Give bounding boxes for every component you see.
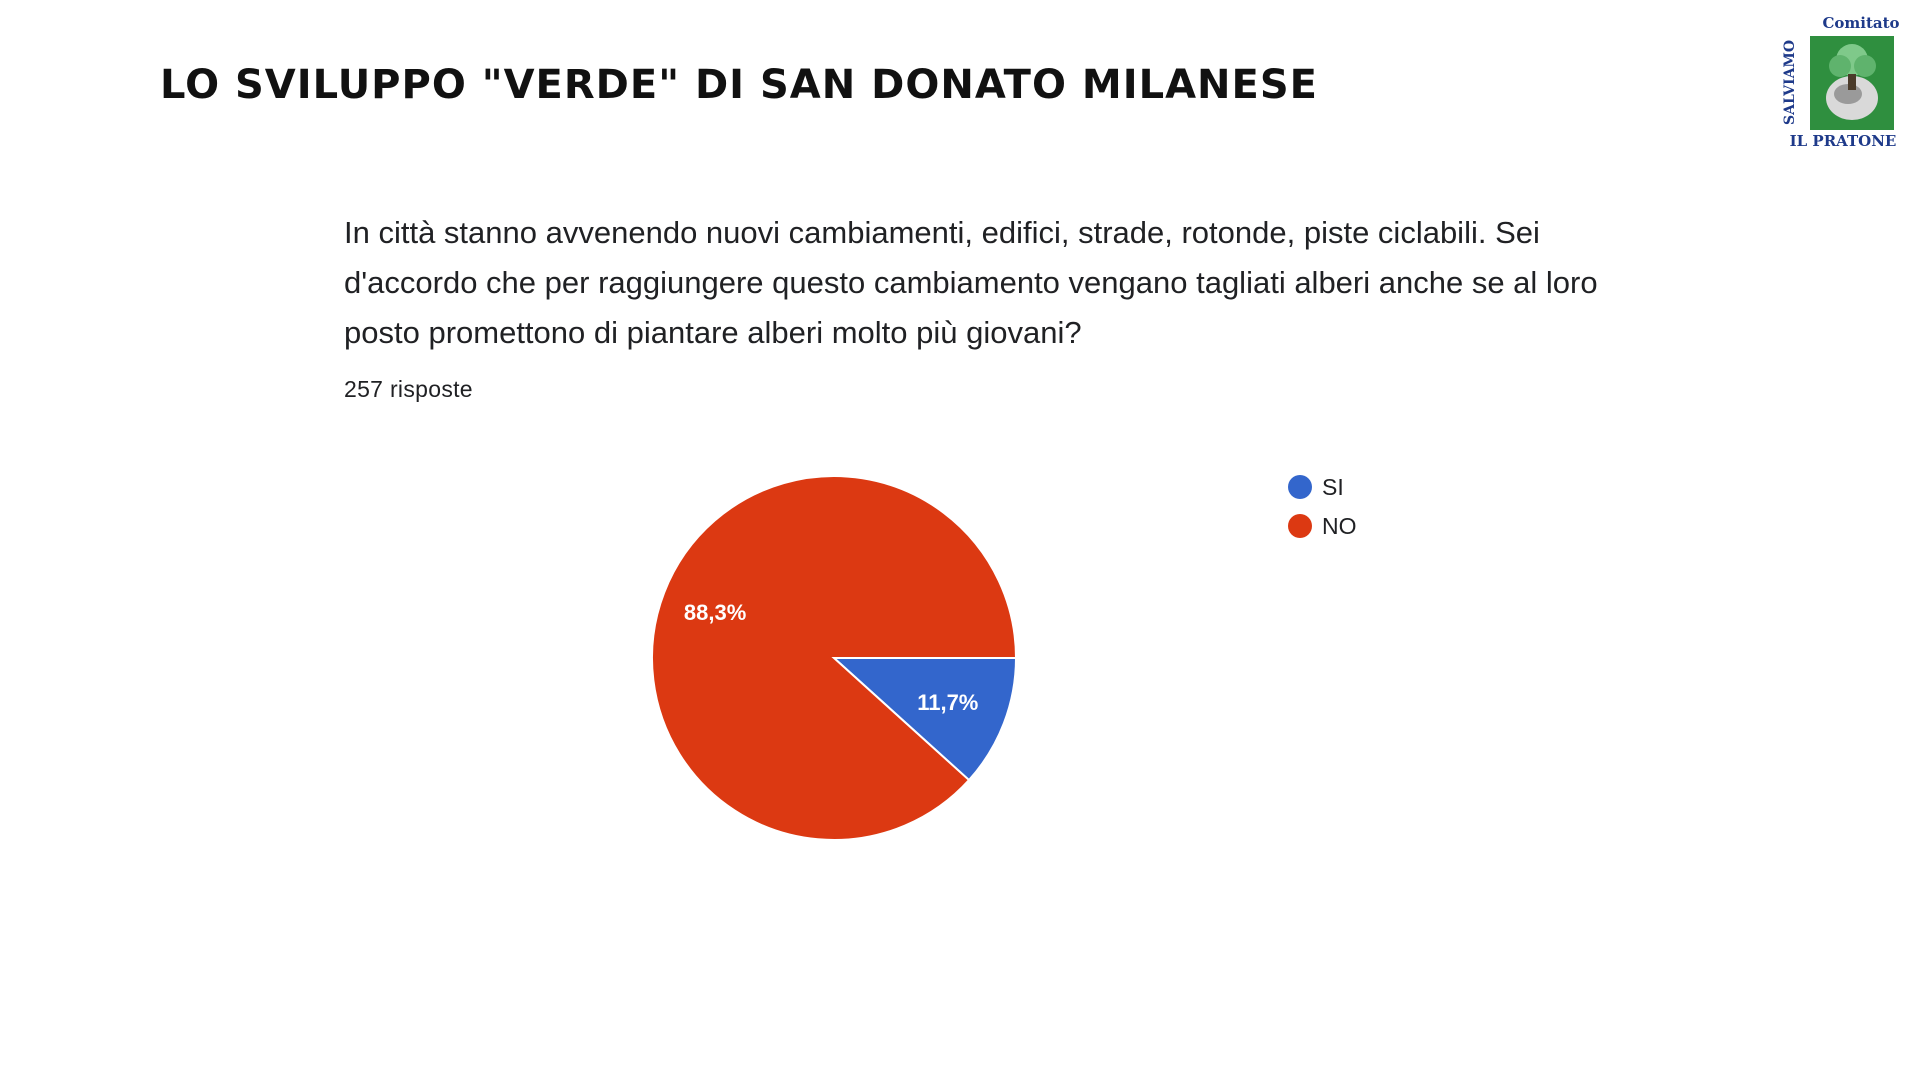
slice-label-no: 88,3% [684,600,746,625]
response-count: 257 risposte [344,376,473,402]
logo-top-text: Comitato [1822,14,1900,32]
page-title: Lo sviluppo "verde" di San Donato Milane… [160,62,1318,108]
pie-slices: 11,7% 88,3% [651,475,1018,841]
pie-slice-si [831,657,1018,782]
chart-legend: SI NO [1288,474,1357,539]
pie-slice-no [651,475,1018,841]
legend-swatch-no [1288,514,1312,538]
legend-label-no: NO [1322,513,1357,539]
survey-question: In città stanno avvenendo nuovi cambiame… [344,215,1598,350]
committee-logo: Comitato SALVIAMO IL PRATONE [1782,14,1904,152]
logo-bottom-text: IL PRATONE [1789,132,1897,150]
legend-swatch-si [1288,475,1312,499]
slice-label-si: 11,7% [917,690,978,715]
legend-label-si: SI [1322,474,1344,500]
tree-emblem-icon [1810,36,1894,130]
